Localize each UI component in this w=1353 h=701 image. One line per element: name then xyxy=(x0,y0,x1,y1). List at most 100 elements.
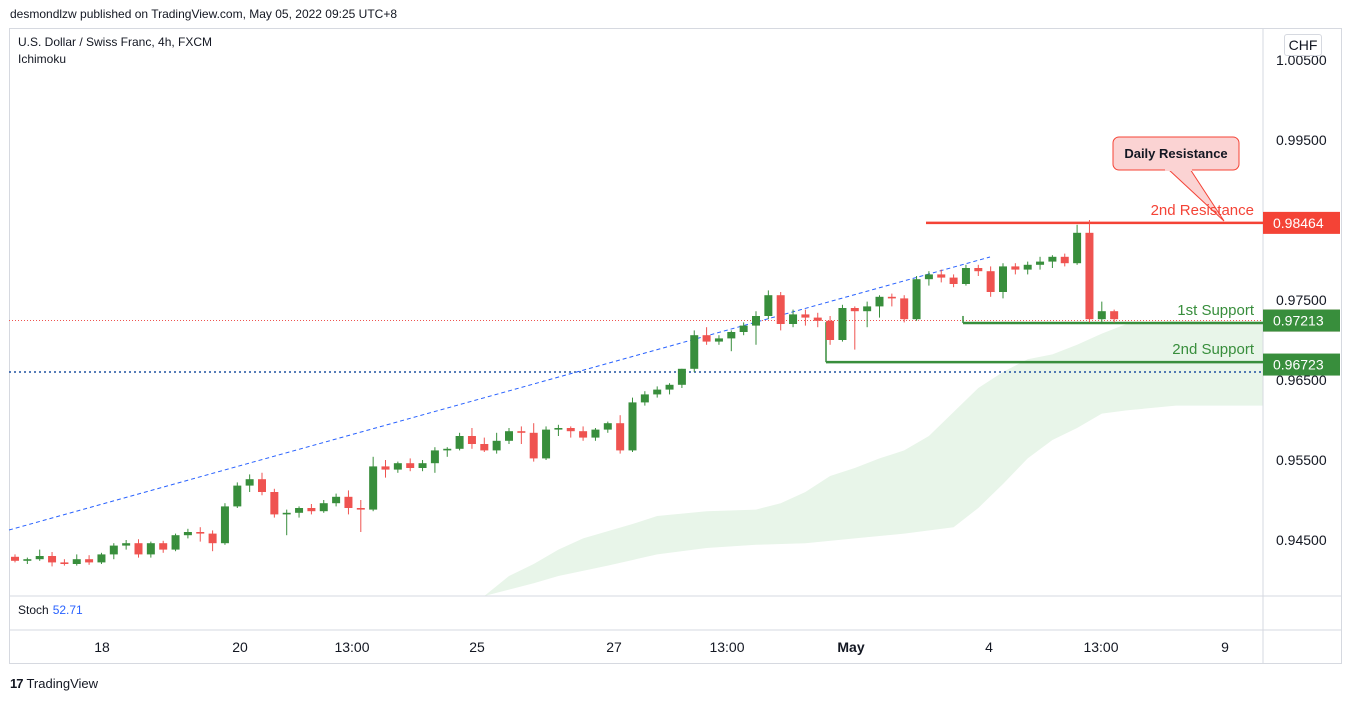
candle-body xyxy=(171,535,180,550)
candle xyxy=(455,432,464,451)
publisher-line: desmondlzw published on TradingView.com,… xyxy=(10,7,398,21)
candle-body xyxy=(505,431,513,441)
candle-body xyxy=(492,440,501,451)
annotations: Daily Resistance 2nd Resistance 1st Suppor… xyxy=(1112,136,1255,358)
candle-body xyxy=(72,559,81,564)
candle-body xyxy=(752,316,760,326)
x-tick-label: 25 xyxy=(469,639,485,655)
candle-body xyxy=(319,503,328,512)
candle xyxy=(517,426,526,444)
y-tick-label: 0.99500 xyxy=(1276,132,1327,148)
candle xyxy=(1060,253,1069,267)
ichimoku-cloud xyxy=(484,320,1263,596)
x-tick-label: 4 xyxy=(985,639,993,655)
candle xyxy=(467,428,476,449)
candle xyxy=(986,266,995,297)
candle-body xyxy=(146,543,155,555)
candle xyxy=(171,533,180,552)
candle-body xyxy=(579,431,588,438)
candle xyxy=(480,437,489,452)
candle xyxy=(863,301,872,328)
candles xyxy=(11,220,1119,567)
candle xyxy=(1048,255,1057,268)
x-tick-label: 27 xyxy=(606,639,622,655)
candle xyxy=(356,500,365,532)
candle xyxy=(690,330,699,372)
candle xyxy=(183,528,192,539)
candle-body xyxy=(196,532,205,534)
candle-body xyxy=(1036,261,1045,265)
candle-body xyxy=(1073,232,1082,264)
candle-body xyxy=(949,277,958,284)
candle-body xyxy=(332,496,341,504)
candle xyxy=(505,428,513,444)
candle xyxy=(1023,261,1032,275)
candle-body xyxy=(393,463,402,470)
candle-body xyxy=(430,450,439,464)
candle-body xyxy=(826,320,835,340)
stoch-label: Stoch xyxy=(18,603,49,617)
currency-button[interactable]: CHF xyxy=(1284,34,1322,56)
candle xyxy=(72,554,81,566)
candle-body xyxy=(1048,256,1057,262)
candle xyxy=(900,295,909,323)
candle xyxy=(813,312,822,328)
candle-body xyxy=(739,325,748,332)
candle-body xyxy=(258,479,266,492)
candle-body xyxy=(23,559,32,561)
candle-body xyxy=(159,543,168,550)
candle-body xyxy=(270,492,279,515)
candle xyxy=(109,543,118,560)
candle xyxy=(739,322,748,336)
candle xyxy=(801,309,810,326)
symbol-legend: U.S. Dollar / Swiss Franc, 4h, FXCM xyxy=(18,35,213,49)
tradingview-logo[interactable]: 17 TradingView xyxy=(10,676,98,691)
candle xyxy=(146,541,155,558)
candle xyxy=(665,383,674,395)
candle-body xyxy=(764,295,773,316)
candle xyxy=(1097,301,1106,323)
level-lines xyxy=(8,221,1263,531)
candle-body xyxy=(208,533,217,544)
candle xyxy=(752,311,760,345)
candle-body xyxy=(912,279,921,320)
candle-body xyxy=(97,554,106,563)
candle xyxy=(628,397,637,452)
candle-body xyxy=(937,274,946,278)
candle xyxy=(974,264,983,276)
candle-body xyxy=(517,431,526,433)
candle-body xyxy=(455,436,464,449)
candle-body xyxy=(233,485,242,507)
candle-body xyxy=(887,296,896,299)
candle-body xyxy=(603,423,612,430)
candle xyxy=(11,554,19,563)
candle-body xyxy=(443,448,452,451)
candle xyxy=(344,490,353,515)
price-axis: 1.00500 0.99500 0.97500 0.96500 0.95500 0.945… xyxy=(1263,52,1340,548)
candle-body xyxy=(134,543,143,555)
candle-body xyxy=(850,308,859,312)
candle xyxy=(85,555,94,565)
candle xyxy=(332,493,341,507)
y-tick-label: 1.00500 xyxy=(1276,52,1327,68)
x-tick-label: 18 xyxy=(94,639,110,655)
x-tick-label: 9 xyxy=(1221,639,1229,655)
candle-body xyxy=(789,314,798,324)
candle-body xyxy=(48,556,57,563)
candle-body xyxy=(813,317,822,321)
candle xyxy=(60,559,69,566)
candle xyxy=(220,503,229,545)
candle xyxy=(591,428,600,441)
candle xyxy=(1085,220,1094,323)
candle xyxy=(1036,256,1045,270)
candle-body xyxy=(60,562,69,564)
candle xyxy=(542,426,551,460)
candle xyxy=(418,460,427,472)
candle-body xyxy=(628,402,637,451)
candle xyxy=(640,391,649,406)
candle-body xyxy=(529,432,538,459)
candle-body xyxy=(591,429,600,438)
candle xyxy=(381,460,390,478)
tradingview-icon: 17 xyxy=(10,676,24,691)
